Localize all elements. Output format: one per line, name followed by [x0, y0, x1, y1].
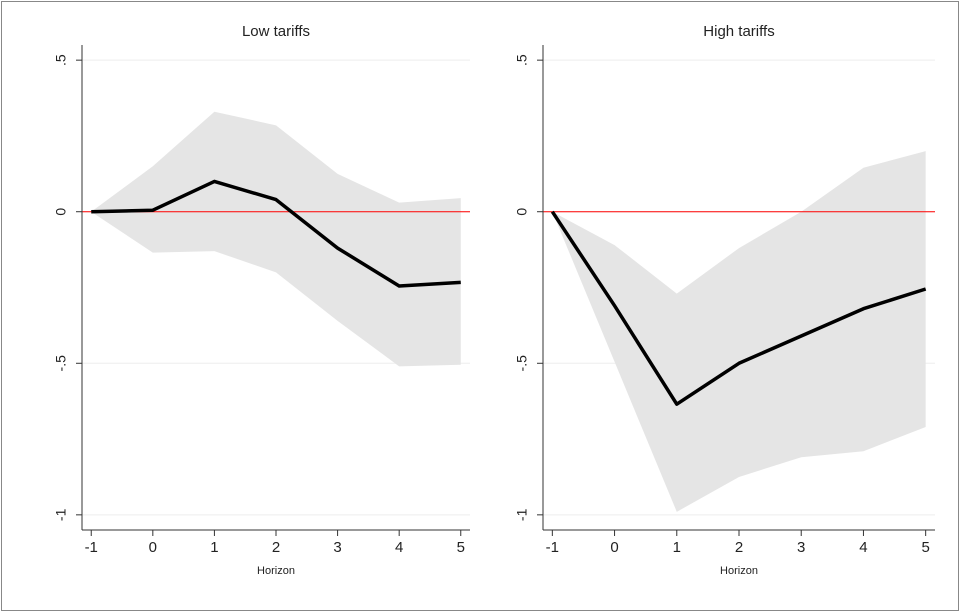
y-tick-label: -1: [53, 508, 69, 521]
x-tick-label: 5: [457, 539, 465, 556]
x-tick-label: 3: [333, 539, 341, 556]
confidence-band: [552, 151, 926, 512]
y-tick-label: .5: [53, 54, 69, 66]
x-tick-label: 5: [921, 539, 929, 556]
x-tick-label: 4: [395, 539, 403, 556]
x-tick-label: 2: [735, 539, 743, 556]
x-tick-label: 0: [149, 539, 157, 556]
x-tick-label: 1: [673, 539, 681, 556]
confidence-band: [91, 111, 461, 367]
panel-title: High tariffs: [703, 23, 774, 40]
panel-title: Low tariffs: [242, 23, 310, 40]
x-tick-label: 2: [272, 539, 280, 556]
y-tick-label: 0: [53, 208, 69, 216]
y-tick-label: .5: [514, 54, 530, 66]
x-tick-label: 3: [797, 539, 805, 556]
x-tick-label: -1: [546, 539, 559, 556]
response-line: [550, 210, 927, 406]
response-line: [91, 179, 461, 288]
y-tick-label: -.5: [53, 355, 69, 372]
x-axis-label: Horizon: [720, 565, 758, 577]
x-tick-label: 1: [210, 539, 218, 556]
x-tick-label: -1: [85, 539, 98, 556]
y-tick-label: -.5: [514, 355, 530, 372]
x-tick-label: 0: [610, 539, 618, 556]
y-tick-label: -1: [514, 508, 530, 521]
x-tick-label: 4: [859, 539, 867, 556]
x-axis-label: Horizon: [257, 565, 295, 577]
y-tick-label: 0: [514, 208, 530, 216]
